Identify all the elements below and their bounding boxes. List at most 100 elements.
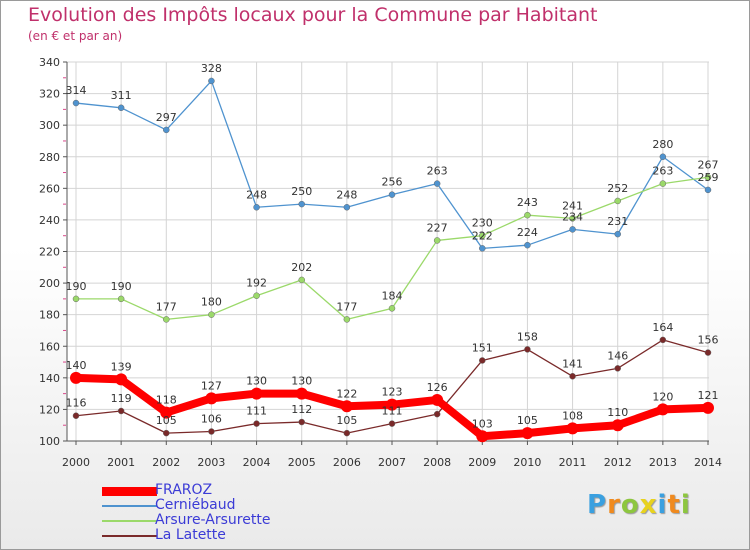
legend-item: FRAROZ (102, 482, 362, 498)
data-label: 105 (156, 414, 177, 427)
data-label: 314 (66, 84, 87, 97)
data-label: 250 (291, 185, 312, 198)
data-point (117, 407, 125, 415)
legend-swatch (102, 505, 157, 507)
data-label: 164 (652, 321, 673, 334)
data-label: 103 (472, 417, 493, 430)
data-point (433, 180, 441, 187)
data-label: 256 (382, 176, 403, 189)
data-point (614, 230, 621, 238)
data-point (343, 204, 351, 211)
data-point (659, 180, 667, 187)
data-point (163, 126, 170, 134)
data-label: 259 (698, 171, 719, 184)
data-point (388, 305, 396, 312)
data-point (386, 398, 398, 411)
logo-letter: i (680, 490, 691, 520)
x-tick-label: 2006 (333, 456, 361, 469)
y-tick-label: 140 (39, 372, 60, 385)
data-label: 141 (562, 357, 583, 370)
proxiti-logo: Proxiti (587, 490, 691, 520)
data-point (569, 215, 576, 222)
data-point (479, 357, 486, 364)
data-point (659, 336, 667, 344)
legend-swatch (102, 520, 157, 522)
legend: FRAROZ Cerniébaud Arsure-Arsurette La Latet… (102, 482, 362, 543)
data-point (72, 295, 80, 303)
data-point (569, 373, 576, 380)
data-label: 126 (427, 381, 448, 394)
data-point (208, 311, 215, 318)
data-point (253, 204, 260, 211)
data-label: 311 (111, 89, 132, 102)
data-label: 241 (562, 199, 583, 212)
y-tick-label: 160 (39, 340, 60, 353)
data-point (524, 346, 531, 353)
y-tick-label: 180 (39, 309, 60, 322)
x-tick-label: 2008 (423, 456, 451, 469)
data-label: 112 (291, 403, 312, 416)
data-point (388, 420, 396, 427)
data-point (704, 349, 712, 356)
data-label: 297 (156, 111, 177, 124)
y-tick-label: 260 (39, 182, 60, 195)
data-point (524, 211, 531, 219)
x-tick-label: 2014 (694, 456, 722, 469)
data-label: 130 (291, 375, 312, 388)
data-label: 111 (382, 405, 403, 418)
y-tick-label: 300 (39, 119, 60, 132)
legend-label: FRAROZ (155, 482, 213, 498)
data-label: 234 (562, 210, 583, 223)
data-point (298, 276, 305, 284)
data-point (704, 186, 712, 194)
data-point (614, 197, 621, 205)
data-point (476, 430, 489, 443)
data-point (208, 77, 215, 85)
data-point (343, 429, 351, 437)
data-label: 110 (607, 406, 628, 419)
data-label: 111 (246, 405, 267, 418)
logo-letter: t (667, 490, 681, 520)
data-point (295, 387, 308, 400)
data-point (433, 410, 441, 418)
data-label: 156 (698, 334, 719, 347)
data-point (343, 316, 351, 323)
data-label: 122 (336, 387, 357, 400)
x-tick-label: 2007 (378, 456, 406, 469)
data-label: 248 (246, 188, 267, 201)
data-label: 184 (382, 289, 403, 302)
data-point (72, 412, 80, 419)
data-point (208, 428, 215, 435)
data-point (614, 365, 621, 372)
data-point (117, 104, 125, 112)
data-label: 105 (517, 414, 538, 427)
y-tick-label: 280 (39, 151, 60, 164)
data-label: 202 (291, 261, 312, 274)
data-point (163, 316, 170, 323)
data-point (569, 226, 576, 233)
legend-item: Arsure-Arsurette (102, 512, 362, 528)
y-tick-label: 340 (39, 56, 60, 69)
data-label: 252 (607, 182, 628, 195)
data-point (298, 200, 305, 208)
data-label: 263 (427, 165, 448, 178)
x-tick-label: 2004 (243, 456, 271, 469)
data-label: 118 (156, 394, 177, 407)
data-label: 119 (111, 392, 132, 405)
data-point (117, 295, 125, 303)
x-tick-label: 2010 (513, 456, 541, 469)
data-label: 267 (698, 158, 719, 171)
data-label: 108 (562, 409, 583, 422)
data-label: 230 (472, 217, 493, 230)
data-label: 280 (652, 138, 673, 151)
data-label: 224 (517, 226, 538, 239)
data-label: 190 (66, 280, 87, 293)
x-tick-label: 2001 (107, 456, 135, 469)
data-label: 263 (652, 165, 673, 178)
data-point (611, 419, 624, 432)
data-label: 139 (111, 360, 132, 373)
x-tick-label: 2003 (197, 456, 225, 469)
legend-item: La Latette (102, 527, 362, 543)
